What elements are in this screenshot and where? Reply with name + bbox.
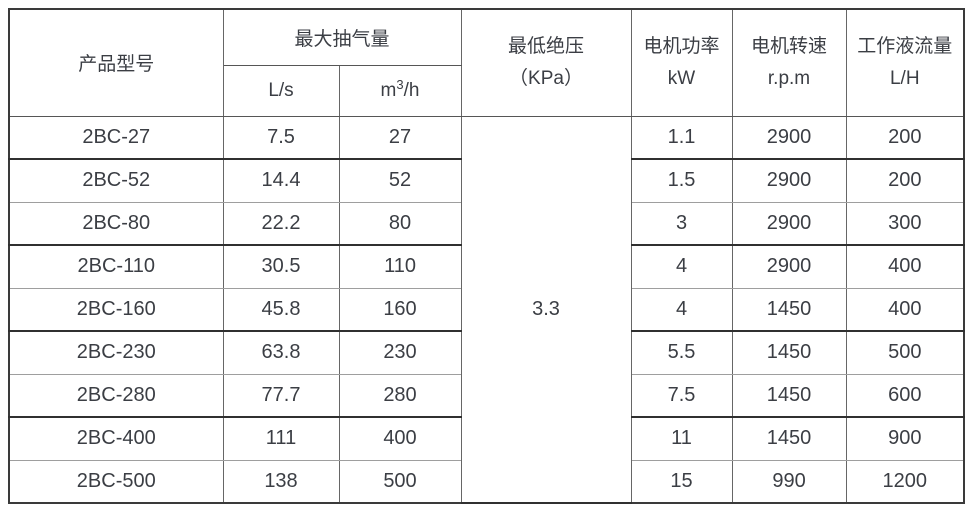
motor-power-title: 电机功率	[643, 36, 720, 58]
m3h-base: m	[380, 79, 397, 101]
model-cell: 2BC-280	[8, 374, 224, 418]
rpm-cell: 1450	[731, 374, 847, 418]
kw-cell: 4	[630, 245, 733, 289]
model-cell: 2BC-230	[8, 331, 224, 375]
table-row: 2BC-160 45.8 160 4 1450 400	[8, 288, 965, 332]
header-min-abs-pressure: 最低绝压 （KPa）	[460, 9, 632, 117]
model-cell: 2BC-80	[8, 202, 224, 246]
rpm-cell: 2900	[731, 116, 847, 160]
lh-cell: 600	[845, 374, 965, 418]
table-row: 2BC-230 63.8 230 5.5 1450 500	[8, 331, 965, 375]
min-abs-pressure-title: 最低绝压	[508, 36, 585, 58]
lh-cell: 200	[845, 116, 965, 160]
ls-cell: 22.2	[222, 202, 340, 246]
rpm-cell: 990	[731, 460, 847, 503]
ls-cell: 30.5	[222, 245, 340, 289]
lh-cell: 300	[845, 202, 965, 246]
table-row: 2BC-400 111 400 11 1450 900	[8, 417, 965, 461]
table-row: 2BC-110 30.5 110 4 2900 400	[8, 245, 965, 289]
m3h-cell: 160	[338, 288, 462, 332]
table-row: 2BC-52 14.4 52 1.5 2900 200	[8, 159, 965, 203]
table-wrapper: 产品型号 最大抽气量 最低绝压 （KPa） 电机功率 kW 电机	[8, 8, 966, 504]
motor-speed-title: 电机转速	[751, 36, 828, 58]
rpm-cell: 1450	[731, 417, 847, 461]
m3h-superscript: 3	[396, 77, 404, 93]
header-motor-power: 电机功率 kW	[630, 9, 733, 117]
kw-cell: 11	[630, 417, 733, 461]
m3h-cell: 110	[338, 245, 462, 289]
lh-cell: 400	[845, 288, 965, 332]
ls-cell: 63.8	[222, 331, 340, 375]
lh-cell: 1200	[845, 460, 965, 503]
header-max-pumping: 最大抽气量	[222, 9, 462, 66]
model-cell: 2BC-160	[8, 288, 224, 332]
m3h-cell: 27	[338, 116, 462, 160]
model-cell: 2BC-400	[8, 417, 224, 461]
header-product-model: 产品型号	[8, 9, 224, 117]
lh-cell: 400	[845, 245, 965, 289]
ls-cell: 111	[222, 417, 340, 461]
lh-cell: 900	[845, 417, 965, 461]
working-liquid-flow-unit: L/H	[889, 68, 920, 90]
table-row: 2BC-280 77.7 280 7.5 1450 600	[8, 374, 965, 418]
table-row: 2BC-80 22.2 80 3 2900 300	[8, 202, 965, 246]
motor-power-lines: 电机功率 kW	[632, 36, 731, 90]
rpm-cell: 1450	[731, 288, 847, 332]
header-row-1: 产品型号 最大抽气量 最低绝压 （KPa） 电机功率 kW 电机	[8, 9, 965, 117]
ls-cell: 14.4	[222, 159, 340, 203]
motor-speed-unit: r.p.m	[767, 68, 811, 90]
lh-cell: 200	[845, 159, 965, 203]
working-liquid-flow-title: 工作液流量	[857, 36, 953, 58]
working-liquid-flow-lines: 工作液流量 L/H	[847, 36, 963, 90]
ls-cell: 45.8	[222, 288, 340, 332]
header-unit-m3h: m3/h	[338, 65, 462, 117]
rpm-cell: 1450	[731, 331, 847, 375]
header-working-liquid-flow: 工作液流量 L/H	[845, 9, 965, 117]
m3h-rest: /h	[403, 79, 420, 101]
ls-cell: 77.7	[222, 374, 340, 418]
min-pressure-value-cell: 3.3	[460, 116, 632, 504]
kw-cell: 1.1	[630, 116, 733, 160]
kw-cell: 5.5	[630, 331, 733, 375]
ls-cell: 138	[222, 460, 340, 503]
header-unit-ls: L/s	[222, 65, 340, 117]
m3h-cell: 280	[338, 374, 462, 418]
min-abs-pressure-lines: 最低绝压 （KPa）	[462, 36, 630, 90]
rpm-cell: 2900	[731, 245, 847, 289]
m3h-cell: 230	[338, 331, 462, 375]
kw-cell: 1.5	[630, 159, 733, 203]
header-row-2: L/s m3/h	[9, 65, 964, 117]
spec-table: 产品型号 最大抽气量 最低绝压 （KPa） 电机功率 kW 电机	[8, 8, 966, 504]
kw-cell: 4	[630, 288, 733, 332]
m3h-cell: 52	[338, 159, 462, 203]
kw-cell: 7.5	[630, 374, 733, 418]
m3h-cell: 400	[338, 417, 462, 461]
model-cell: 2BC-500	[8, 460, 224, 503]
rpm-cell: 2900	[731, 202, 847, 246]
m3h-cell: 80	[338, 202, 462, 246]
m3h-cell: 500	[338, 460, 462, 503]
ls-cell: 7.5	[222, 116, 340, 160]
table-row: 2BC-500 138 500 15 990 1200	[8, 460, 965, 503]
rpm-cell: 2900	[731, 159, 847, 203]
table-row: 2BC-27 7.5 27 3.3 1.1 2900 200	[8, 116, 965, 504]
kw-cell: 15	[630, 460, 733, 503]
model-cell: 2BC-52	[8, 159, 224, 203]
motor-power-unit: kW	[667, 68, 696, 90]
header-motor-speed: 电机转速 r.p.m	[731, 9, 847, 117]
model-cell: 2BC-110	[8, 245, 224, 289]
kw-cell: 3	[630, 202, 733, 246]
lh-cell: 500	[845, 331, 965, 375]
motor-speed-lines: 电机转速 r.p.m	[733, 36, 845, 90]
model-cell: 2BC-27	[8, 116, 224, 160]
min-abs-pressure-unit: （KPa）	[509, 68, 583, 90]
